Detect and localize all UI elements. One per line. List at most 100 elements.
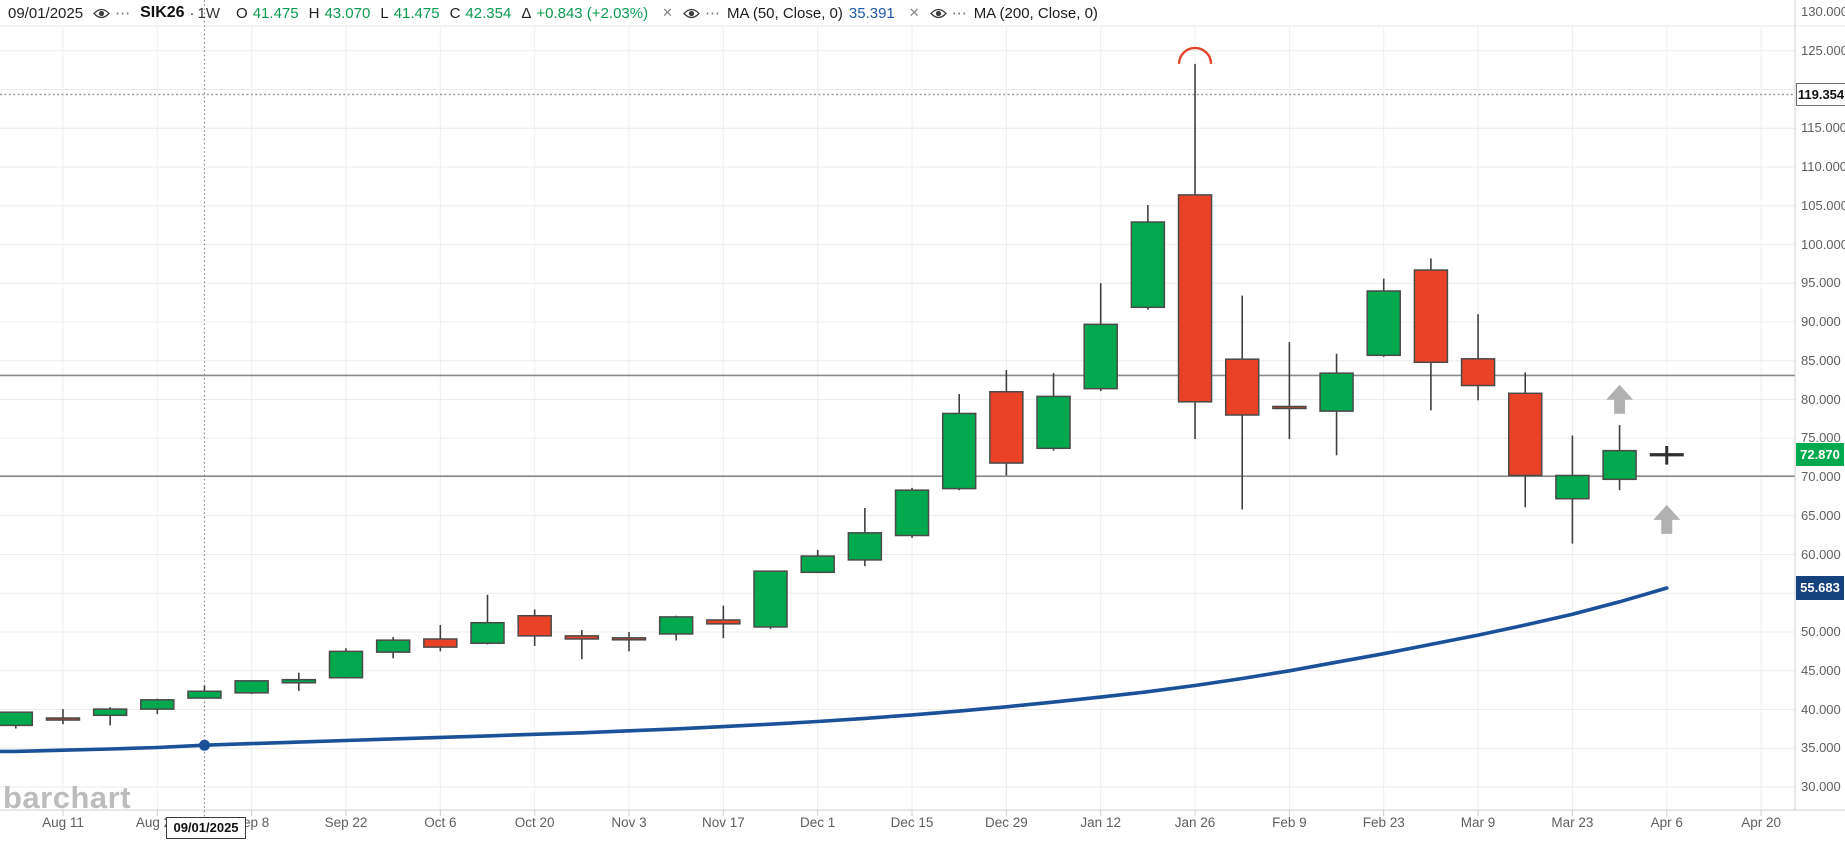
candle-nov-3[interactable] <box>611 632 647 652</box>
candle-feb-16[interactable] <box>1319 353 1354 456</box>
symbol-label[interactable]: SIK26 <box>140 4 185 21</box>
y-axis-label: 80.000 <box>1801 391 1841 407</box>
horizontal-drawn-lines <box>0 374 1795 478</box>
x-axis-label: Apr 20 <box>1741 815 1781 830</box>
x-axis-label: Oct 6 <box>424 815 457 830</box>
chart-header: 09/01/2025 ⋯ SIK26 · 1W O 41.475 H 43.07… <box>8 0 1098 26</box>
close-value: 42.354 <box>465 4 512 22</box>
candle-feb-9[interactable] <box>1272 342 1307 440</box>
candle-nov-24[interactable] <box>753 570 788 629</box>
ma50-eye-icon[interactable] <box>683 7 700 20</box>
x-axis-label: Jan 12 <box>1080 815 1121 830</box>
crosshair-ma50-dot <box>198 739 210 751</box>
y-axis-label: 85.000 <box>1801 352 1841 368</box>
candle-sep-1[interactable] <box>187 685 222 699</box>
candle-sep-15[interactable] <box>281 672 317 691</box>
open-label: O <box>236 4 248 22</box>
y-axis-label: 100.000 <box>1801 236 1845 252</box>
x-axis-label: Nov 3 <box>611 815 647 830</box>
y-axis-label: 95.000 <box>1801 275 1841 291</box>
ma50-more-icon[interactable]: ⋯ <box>705 5 721 22</box>
ma200-eye-icon[interactable] <box>929 7 947 20</box>
y-axis-label: 50.000 <box>1801 624 1841 639</box>
candle-feb-23[interactable] <box>1366 278 1401 357</box>
y-axis-label: 60.000 <box>1801 546 1841 562</box>
ma200-more-icon[interactable]: ⋯ <box>951 5 968 22</box>
crosshair-date-tooltip: 09/01/2025 <box>166 817 246 839</box>
candle-oct-6[interactable] <box>423 625 458 652</box>
candle-oct-13[interactable] <box>470 594 505 645</box>
candle-sep-8[interactable] <box>234 680 269 694</box>
y-axis-label: 65.000 <box>1801 507 1841 523</box>
eye-icon[interactable] <box>93 7 110 20</box>
timeframe-label[interactable]: 1W <box>197 4 221 22</box>
x-axis-label: Apr 6 <box>1650 815 1683 830</box>
low-label: L <box>380 4 389 22</box>
candle-aug-4[interactable] <box>0 711 34 729</box>
candle-sep-22[interactable] <box>328 648 364 679</box>
y-axis-label: 40.000 <box>1801 701 1841 717</box>
candle-feb-2[interactable] <box>1224 295 1260 510</box>
x-axis-label: Aug 11 <box>42 815 84 830</box>
x-axis-label: Nov 17 <box>701 815 745 830</box>
candle-nov-17[interactable] <box>706 605 741 639</box>
y-axis-label: 130.000 <box>1801 4 1845 19</box>
candle-jan-5[interactable] <box>1036 373 1071 451</box>
ma50-price-badge: 55.683 <box>1796 575 1844 600</box>
remove-ma50-icon[interactable]: ✕ <box>662 5 673 20</box>
y-axis-label: 70.000 <box>1801 469 1841 484</box>
x-axis-label: Feb 23 <box>1362 815 1405 830</box>
ma200-label: MA (200, Close, 0) <box>973 4 1098 22</box>
candle-oct-20[interactable] <box>517 609 552 646</box>
ma50-value: 35.391 <box>848 4 895 22</box>
high-label: H <box>308 4 320 22</box>
high-value: 43.070 <box>324 4 371 22</box>
y-axis-label: 125.000 <box>1801 42 1845 58</box>
barchart-watermark: barchart <box>3 780 132 815</box>
delta-label: Δ <box>521 4 532 22</box>
candle-jan-26[interactable] <box>1177 63 1213 440</box>
candle-dec-8[interactable] <box>847 508 883 567</box>
y-axis-label: 35.000 <box>1801 740 1841 756</box>
candle-nov-10[interactable] <box>658 615 694 641</box>
axis-frame <box>0 0 1845 816</box>
candle-dec-15[interactable] <box>894 487 930 538</box>
candle-dec-22[interactable] <box>941 394 977 491</box>
candle-aug-11[interactable] <box>45 709 81 725</box>
candle-mar-2[interactable] <box>1413 258 1449 411</box>
up-arrows <box>1606 384 1681 534</box>
candle-apr-6[interactable] <box>1649 446 1684 465</box>
candles-layer <box>0 63 1684 729</box>
candle-dec-1[interactable] <box>800 549 835 574</box>
up-arrow-1[interactable] <box>1606 384 1634 414</box>
more-options-icon[interactable]: ⋯ <box>115 5 132 22</box>
crosshair-date: 09/01/2025 <box>8 4 84 22</box>
candle-oct-27[interactable] <box>564 630 600 660</box>
candle-aug-25[interactable] <box>140 698 175 715</box>
x-axis-label: Dec 29 <box>984 815 1028 830</box>
candle-jan-12[interactable] <box>1083 283 1118 391</box>
high-price-badge: 119.354 <box>1796 83 1845 106</box>
candle-jan-19[interactable] <box>1130 204 1166 310</box>
candle-aug-18[interactable] <box>92 707 128 726</box>
x-axis-label: Jan 26 <box>1174 815 1216 830</box>
close-label: C <box>449 4 461 22</box>
x-axis-label: Feb 9 <box>1272 815 1307 830</box>
candle-mar-23[interactable] <box>1555 435 1590 544</box>
remove-ma200-icon[interactable]: ✕ <box>908 5 920 20</box>
arc-high-marker[interactable] <box>1177 46 1213 64</box>
candle-mar-9[interactable] <box>1460 314 1496 401</box>
candle-dec-29[interactable] <box>989 370 1024 476</box>
x-axis-label: Dec 15 <box>890 815 934 830</box>
candle-mar-16[interactable] <box>1507 372 1543 508</box>
candle-sep-29[interactable] <box>375 637 411 659</box>
separator-dot: · <box>189 4 195 22</box>
ma50-line[interactable] <box>0 586 1669 754</box>
candle-mar-30[interactable] <box>1602 425 1637 491</box>
low-value: 41.475 <box>393 4 440 22</box>
gridlines <box>0 25 1845 810</box>
y-axis-label: 90.000 <box>1801 314 1841 329</box>
up-arrow-2[interactable] <box>1653 504 1681 534</box>
